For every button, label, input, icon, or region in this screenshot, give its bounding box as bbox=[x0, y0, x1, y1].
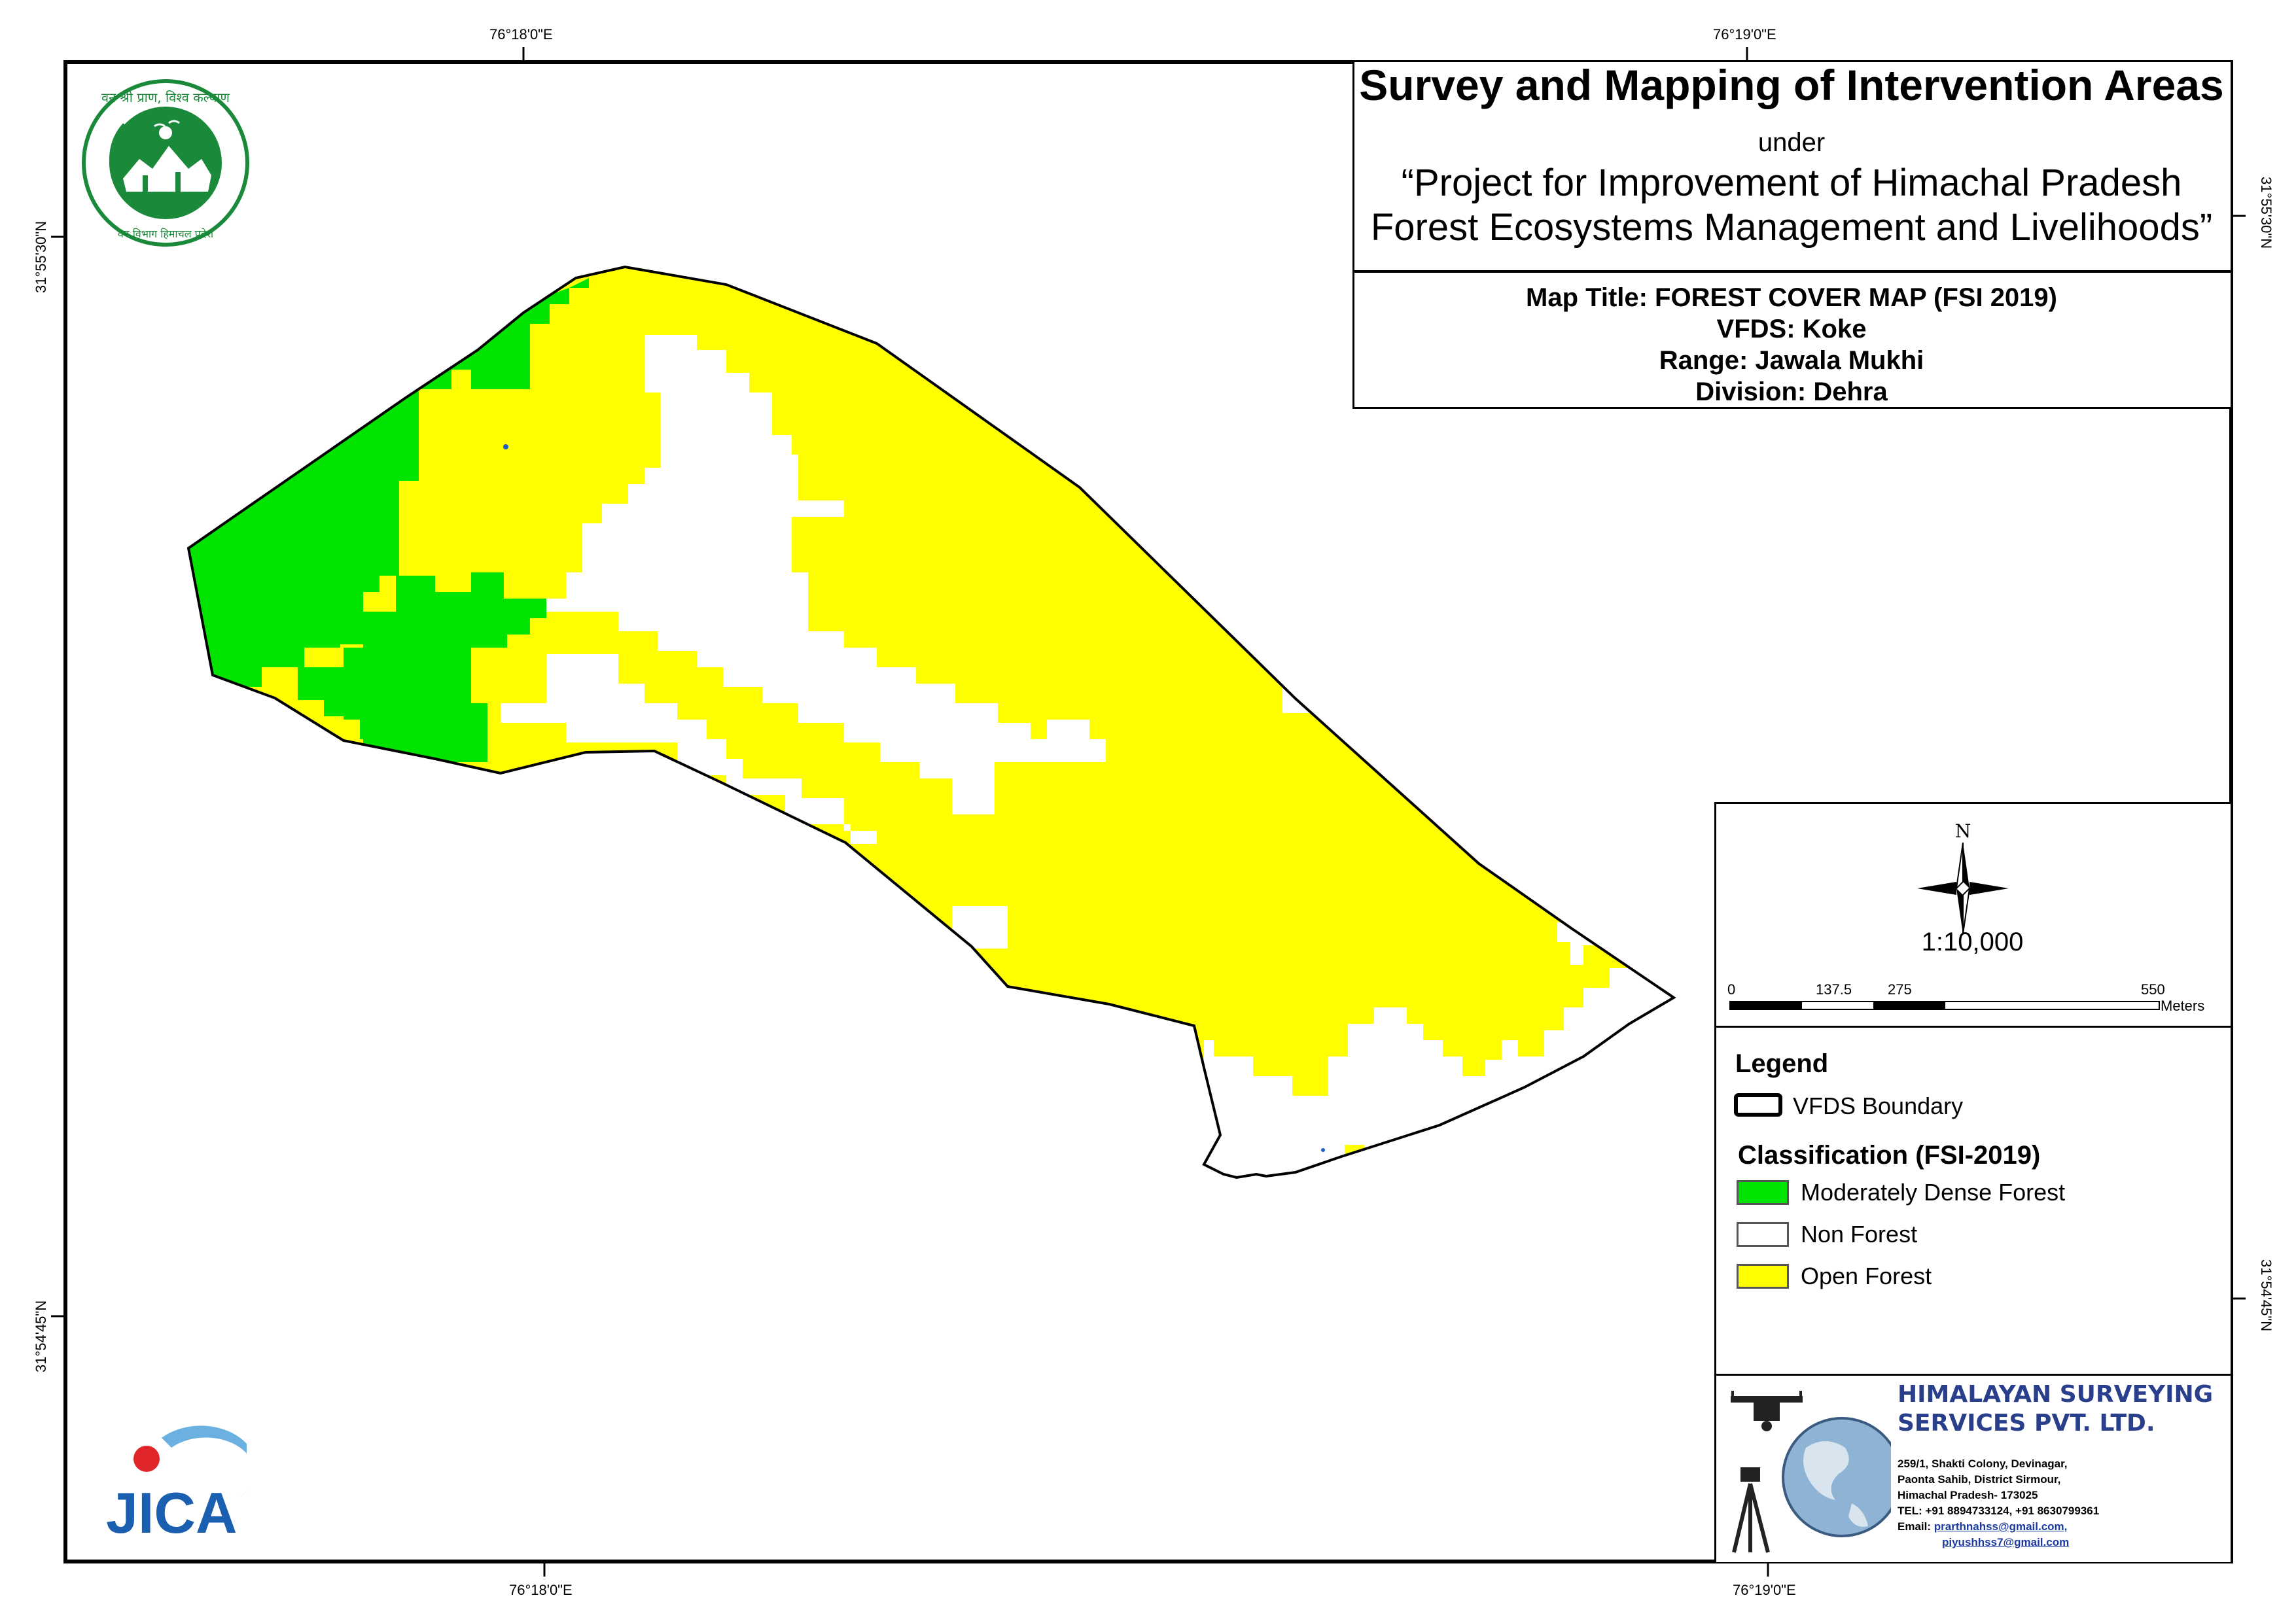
legend-heading: Legend bbox=[1735, 1049, 1829, 1078]
scale-tick-550: 550 bbox=[2141, 981, 2165, 998]
address-line: Paonta Sahib, District Sirmour, bbox=[1898, 1473, 2061, 1486]
forest-department-emblem: वन श्री प्राण, विश्व कल्याण वन विभाग हिम… bbox=[82, 79, 249, 247]
title-divider bbox=[1352, 270, 2231, 273]
phone-line: TEL: +91 8894733124, +91 8630799361 bbox=[1898, 1505, 2100, 1517]
map-title: Map Title: FOREST COVER MAP (FSI 2019) bbox=[1526, 283, 2057, 312]
svg-text:N: N bbox=[1955, 820, 1971, 842]
scale-tick-0: 0 bbox=[1727, 981, 1736, 998]
company-name-line-1: HIMALAYAN SURVEYING bbox=[1898, 1381, 2214, 1408]
vfds-boundary-label: VFDS Boundary bbox=[1793, 1092, 1964, 1119]
coord-bottom-left: 76°18'0"E bbox=[509, 1582, 573, 1598]
point-marker bbox=[1321, 1148, 1325, 1152]
jica-logo: JICA bbox=[106, 1425, 247, 1545]
email-label: Email: bbox=[1898, 1520, 1932, 1533]
map-frame bbox=[63, 60, 2233, 1563]
project-line-1: “Project for Improvement of Himachal Pra… bbox=[1401, 162, 2182, 204]
moderately-dense-label: Moderately Dense Forest bbox=[1801, 1179, 2066, 1206]
scale-tick-137: 137.5 bbox=[1816, 981, 1852, 998]
coord-bottom-right: 76°19'0"E bbox=[1733, 1582, 1796, 1598]
title-box bbox=[1352, 62, 2231, 409]
vfds-name: VFDS: Koke bbox=[1716, 315, 1867, 343]
north-arrow-icon: N bbox=[1917, 820, 2009, 934]
moderately-dense-swatch bbox=[1737, 1180, 1789, 1205]
coord-top-left: 76°18'0"E bbox=[489, 26, 553, 43]
email-line: piyushhss7@gmail.com bbox=[1898, 1535, 2099, 1550]
classification-heading: Classification (FSI-2019) bbox=[1738, 1141, 2041, 1170]
project-line-2: Forest Ecosystems Management and Livelih… bbox=[1370, 206, 2213, 249]
moderately-dense-forest-area bbox=[363, 667, 487, 762]
email-link-1[interactable]: prarthnahss@gmail.com, bbox=[1934, 1520, 2068, 1533]
legend-divider bbox=[1714, 1374, 2231, 1376]
svg-text:वन विभाग हिमाचल प्रदेश: वन विभाग हिमाचल प्रदेश bbox=[118, 228, 214, 240]
vfds-boundary bbox=[186, 265, 1676, 1179]
open-forest-swatch bbox=[1737, 1264, 1789, 1289]
range-name: Range: Jawala Mukhi bbox=[1659, 346, 1924, 375]
division-name: Division: Dehra bbox=[1695, 377, 1888, 406]
scale-unit: Meters bbox=[2161, 998, 2205, 1014]
company-name-line-2: SERVICES PVT. LTD. bbox=[1898, 1410, 2155, 1437]
scale-tick-275: 275 bbox=[1888, 981, 1912, 998]
point-marker bbox=[503, 444, 508, 449]
svg-text:वन श्री प्राण, विश्व कल्याण: वन श्री प्राण, विश्व कल्याण bbox=[101, 90, 230, 105]
legend-divider bbox=[1714, 1026, 2231, 1028]
email-link-2[interactable]: piyushhss7@gmail.com bbox=[1942, 1536, 2070, 1548]
email-line: Email: prarthnahss@gmail.com, bbox=[1898, 1519, 2099, 1535]
map-main-title: Survey and Mapping of Intervention Areas bbox=[1359, 61, 2224, 109]
svg-text:JICA: JICA bbox=[106, 1480, 238, 1545]
under-text: under bbox=[1757, 128, 1826, 157]
non-forest-area bbox=[792, 500, 844, 517]
non-forest-area bbox=[546, 335, 1106, 814]
non-forest-swatch bbox=[1737, 1222, 1789, 1247]
address-line: Himachal Pradesh- 173025 bbox=[1898, 1489, 2038, 1501]
non-forest-area bbox=[501, 654, 877, 844]
surveying-logo bbox=[1731, 1391, 1891, 1553]
non-forest-label: Non Forest bbox=[1801, 1221, 1918, 1248]
company-address: 259/1, Shakti Colony, Devinagar, Paonta … bbox=[1898, 1456, 2099, 1550]
non-forest-area bbox=[952, 906, 1008, 949]
open-forest-area bbox=[340, 720, 360, 739]
scale-ratio: 1:10,000 bbox=[1921, 928, 2024, 956]
company-name: HIMALAYAN SURVEYING SERVICES PVT. LTD. bbox=[1898, 1380, 2213, 1438]
open-forest-label: Open Forest bbox=[1801, 1263, 1932, 1289]
vfds-boundary-swatch bbox=[1734, 1093, 1782, 1117]
coord-top-right: 76°19'0"E bbox=[1713, 26, 1776, 43]
scale-bar bbox=[1729, 1001, 2160, 1010]
address-line: 259/1, Shakti Colony, Devinagar, bbox=[1898, 1457, 2068, 1470]
